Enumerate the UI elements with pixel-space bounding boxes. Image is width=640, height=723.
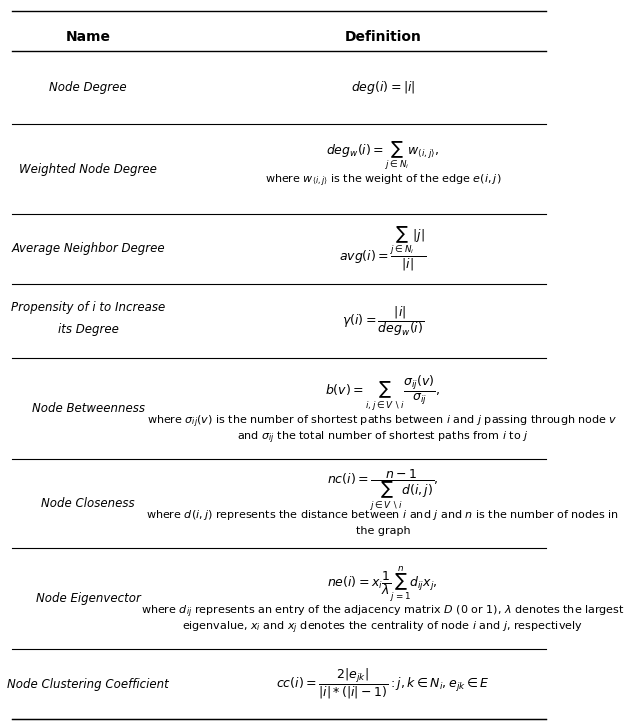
Text: where $\sigma_{ij}(v)$ is the number of shortest paths between $i$ and $j$ passi: where $\sigma_{ij}(v)$ is the number of … (147, 414, 618, 429)
Text: eigenvalue, $x_i$ and $x_j$ denotes the centrality of node $i$ and $j$, respecti: eigenvalue, $x_i$ and $x_j$ denotes the … (182, 620, 583, 636)
Text: $nc(i) = \dfrac{n-1}{\sum_{j \in V \setminus i} d(i,j)},$: $nc(i) = \dfrac{n-1}{\sum_{j \in V \setm… (327, 468, 438, 513)
Text: $\gamma(i) = \dfrac{|i|}{deg_w(i)}$: $\gamma(i) = \dfrac{|i|}{deg_w(i)}$ (342, 304, 424, 338)
Text: Node Betweenness: Node Betweenness (32, 402, 145, 415)
Text: Node Closeness: Node Closeness (42, 497, 135, 510)
Text: Name: Name (66, 30, 111, 43)
Text: and $\sigma_{ij}$ the total number of shortest paths from $i$ to $j$: and $\sigma_{ij}$ the total number of sh… (237, 429, 529, 445)
Text: $deg_w(i) = \sum_{j \in N_i} w_{\langle i,j \rangle},$: $deg_w(i) = \sum_{j \in N_i} w_{\langle … (326, 140, 440, 172)
Text: $ne(i) = x_i \dfrac{1}{\lambda} \sum_{j=1}^{n} d_{ij} x_j,$: $ne(i) = x_i \dfrac{1}{\lambda} \sum_{j=… (328, 564, 438, 604)
Text: $avg(i) = \dfrac{\sum_{j \in N_i} |j|}{|i|}$: $avg(i) = \dfrac{\sum_{j \in N_i} |j|}{|… (339, 225, 426, 273)
Text: Node Eigenvector: Node Eigenvector (36, 592, 141, 605)
Text: Average Neighbor Degree: Average Neighbor Degree (12, 242, 165, 255)
Text: where $d_{ij}$ represents an entry of the adjacency matrix $D$ (0 or 1), $\lambd: where $d_{ij}$ represents an entry of th… (141, 604, 625, 620)
Text: Weighted Node Degree: Weighted Node Degree (19, 163, 157, 176)
Text: its Degree: its Degree (58, 323, 119, 336)
Text: where $d(i, j)$ represents the distance between $i$ and $j$ and $n$ is the numbe: where $d(i, j)$ represents the distance … (147, 508, 620, 522)
Text: $deg(i) = |i|$: $deg(i) = |i|$ (351, 79, 415, 96)
Text: where $w_{\langle i,j \rangle}$ is the weight of the edge $e(i, j)$: where $w_{\langle i,j \rangle}$ is the w… (264, 173, 501, 189)
Text: Node Clustering Coefficient: Node Clustering Coefficient (8, 678, 169, 691)
Text: the graph: the graph (355, 526, 410, 536)
Text: $cc(i) = \dfrac{2|e_{jk}|}{|i| * (|i| - 1)} : j, k \in N_i, e_{jk} \in E$: $cc(i) = \dfrac{2|e_{jk}|}{|i| * (|i| - … (276, 667, 490, 701)
Text: $b(v) = \sum_{i,j \in V \setminus i} \dfrac{\sigma_{ij}(v)}{\sigma_{ij}},$: $b(v) = \sum_{i,j \in V \setminus i} \df… (325, 374, 440, 413)
Text: Definition: Definition (344, 30, 421, 43)
Text: Node Degree: Node Degree (49, 81, 127, 94)
Text: Propensity of i to Increase: Propensity of i to Increase (11, 301, 165, 315)
